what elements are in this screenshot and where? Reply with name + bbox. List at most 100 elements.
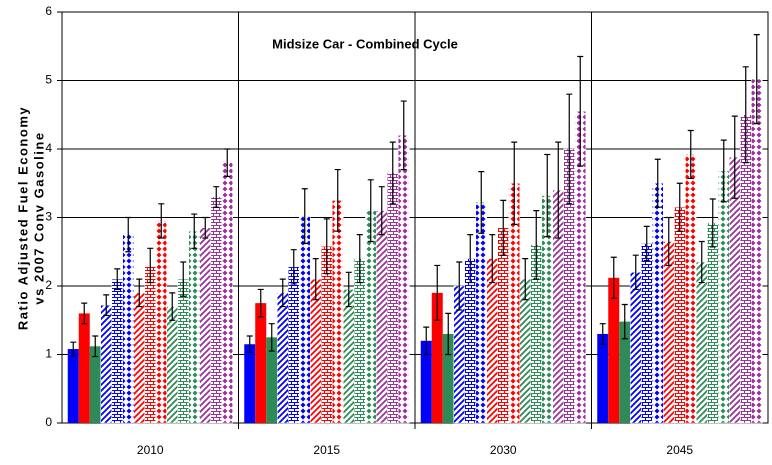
bar [464,258,476,424]
error-bar [191,213,198,249]
bar [497,227,509,424]
error-bar [522,258,529,301]
error-bar [753,34,760,125]
bar [718,170,730,424]
bar [133,292,145,424]
error-bar [400,100,407,171]
bar [674,206,686,424]
error-bar [290,249,297,285]
error-bar [356,234,363,284]
error-bar [742,66,749,164]
bar [431,292,443,423]
bar [354,258,366,424]
error-bar [257,288,264,318]
bar [177,278,189,424]
error-bar [389,141,396,205]
bar [365,210,377,424]
error-bar [489,234,496,284]
error-bar [103,294,110,317]
bar [751,78,763,424]
bar [67,349,79,423]
y-tick-label: 2 [45,278,52,292]
error-bar [125,216,132,253]
error-bar [632,254,639,291]
error-bar [268,323,275,352]
error-bar [312,258,319,301]
error-bar [367,179,374,243]
bar [144,265,156,424]
bar [210,196,222,424]
y-tick-label: 6 [45,4,52,18]
x-tick-label: 2030 [490,443,517,457]
error-bar [643,225,650,262]
error-bar [731,115,738,199]
error-bar [533,210,540,280]
x-tick-label: 2045 [666,443,693,457]
bar [663,241,675,424]
y-axis-label-line: vs 2007 Conv Gasoline [31,131,46,304]
error-bar [599,323,606,345]
error-bar [456,261,463,311]
error-bar [301,188,308,245]
error-bar [566,93,573,205]
bar [630,272,642,424]
error-bar [544,153,551,238]
bar [442,333,454,423]
bar [266,337,278,423]
error-bar [709,198,716,248]
error-bar [70,341,77,357]
bar [166,306,178,424]
error-bar [345,271,352,308]
error-bar [279,278,286,308]
bar [100,304,112,424]
bar [387,172,399,424]
y-tick-label: 5 [45,73,52,87]
bar [255,303,267,423]
bar [89,346,101,423]
error-bar [81,302,88,325]
bar [244,344,256,423]
bar [188,230,200,424]
error-bar [246,335,253,354]
y-tick-label: 4 [45,141,52,155]
error-bar [621,303,628,340]
error-bar [334,168,341,232]
error-bar [92,335,99,358]
error-bar [136,278,143,308]
bar [277,292,289,424]
error-bar [500,199,507,256]
y-tick-label: 1 [45,347,52,361]
error-bar [467,234,474,284]
y-tick-label: 3 [45,210,52,224]
bar [299,215,311,424]
bar [641,243,653,424]
error-bar [478,171,485,234]
bar [199,227,211,424]
bar [597,333,609,423]
error-bar [687,129,694,180]
bar [486,258,498,424]
bar [608,277,620,423]
y-axis-label-line: Ratio Adjusted Fuel Economy [15,106,30,330]
bar [696,261,708,424]
error-bar [445,312,452,356]
error-bar [224,148,231,177]
bar [519,278,531,424]
x-tick-label: 2015 [313,443,340,457]
error-bar [676,182,683,232]
error-bar [202,216,209,239]
error-bar [654,158,661,208]
error-bar [555,141,562,239]
error-bar [720,139,727,203]
error-bar [511,141,518,225]
bar [78,313,90,423]
error-bar [169,292,176,321]
bar [685,154,697,424]
error-bar [147,247,154,284]
bar [398,135,410,424]
error-bar [114,268,121,291]
error-bar [213,186,220,208]
bar [332,200,344,424]
bar [420,340,432,423]
bar [288,266,300,424]
